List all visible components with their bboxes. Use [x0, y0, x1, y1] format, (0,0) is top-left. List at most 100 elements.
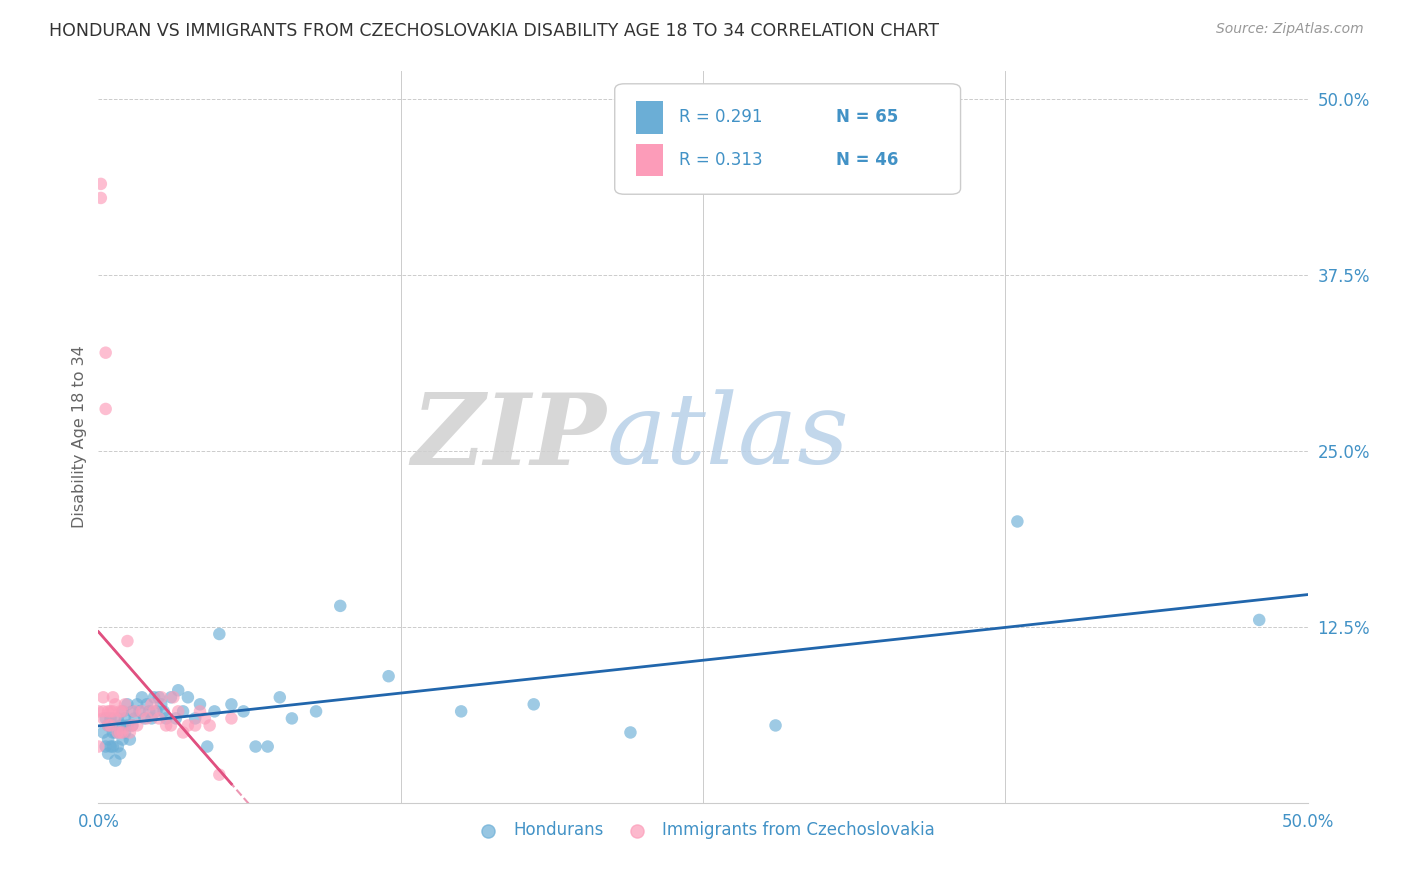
Text: N = 65: N = 65	[837, 109, 898, 127]
Point	[167, 705, 190, 719]
Point	[121, 718, 143, 732]
Text: atlas: atlas	[606, 390, 849, 484]
Point	[101, 705, 124, 719]
Point	[94, 711, 117, 725]
Point	[117, 718, 139, 732]
Point	[221, 698, 243, 712]
Point	[135, 711, 157, 725]
Point	[141, 711, 163, 725]
Point	[150, 690, 173, 705]
Point	[104, 754, 127, 768]
Point	[107, 739, 129, 754]
Point	[97, 732, 120, 747]
Point	[329, 599, 352, 613]
Point	[155, 711, 177, 725]
Point	[111, 705, 134, 719]
Point	[107, 711, 129, 725]
Point	[94, 345, 117, 359]
Point	[450, 705, 472, 719]
Point	[195, 739, 218, 754]
Point	[135, 698, 157, 712]
Point	[134, 711, 156, 725]
Legend: Hondurans, Immigrants from Czechoslovakia: Hondurans, Immigrants from Czechoslovaki…	[465, 814, 941, 846]
Point	[111, 718, 134, 732]
Point	[208, 767, 231, 781]
Point	[104, 725, 127, 739]
Point	[87, 739, 110, 754]
Point	[94, 739, 117, 754]
Text: R = 0.291: R = 0.291	[679, 109, 762, 127]
Point	[101, 690, 124, 705]
Point	[114, 725, 136, 739]
Point	[97, 705, 120, 719]
Point	[91, 690, 114, 705]
Point	[619, 725, 641, 739]
Point	[162, 690, 184, 705]
Point	[97, 747, 120, 761]
Point	[131, 690, 153, 705]
Point	[108, 718, 131, 732]
Point	[184, 718, 207, 732]
Point	[160, 690, 183, 705]
Point	[172, 705, 194, 719]
Point	[91, 725, 114, 739]
Point	[188, 705, 211, 719]
Point	[104, 711, 127, 725]
Text: R = 0.313: R = 0.313	[679, 151, 762, 169]
Y-axis label: Disability Age 18 to 34: Disability Age 18 to 34	[72, 346, 87, 528]
Point	[117, 698, 139, 712]
Point	[281, 711, 304, 725]
Text: ZIP: ZIP	[412, 389, 606, 485]
Point	[121, 718, 143, 732]
Point	[256, 739, 278, 754]
Point	[523, 698, 546, 712]
Point	[131, 705, 153, 719]
Point	[245, 739, 267, 754]
Point	[101, 725, 124, 739]
Point	[167, 683, 190, 698]
FancyBboxPatch shape	[614, 84, 960, 194]
Point	[1249, 613, 1271, 627]
Point	[143, 705, 166, 719]
Point	[108, 747, 131, 761]
Point	[111, 725, 134, 739]
Point	[124, 711, 146, 725]
Point	[765, 718, 787, 732]
Point	[150, 698, 173, 712]
Point	[177, 690, 200, 705]
Point	[145, 705, 167, 719]
Point	[94, 401, 117, 416]
Point	[221, 711, 243, 725]
Point	[111, 705, 134, 719]
Point	[148, 711, 170, 725]
Point	[108, 705, 131, 719]
Point	[91, 705, 114, 719]
Point	[232, 705, 254, 719]
Point	[97, 718, 120, 732]
Point	[124, 705, 146, 719]
Point	[128, 705, 150, 719]
Point	[114, 698, 136, 712]
Point	[305, 705, 328, 719]
Point	[155, 718, 177, 732]
Point	[141, 698, 163, 712]
Point	[127, 718, 149, 732]
Point	[121, 705, 143, 719]
Point	[100, 705, 122, 719]
Point	[107, 725, 129, 739]
Text: HONDURAN VS IMMIGRANTS FROM CZECHOSLOVAKIA DISABILITY AGE 18 TO 34 CORRELATION C: HONDURAN VS IMMIGRANTS FROM CZECHOSLOVAK…	[49, 22, 939, 40]
Point	[97, 718, 120, 732]
Point	[1007, 515, 1029, 529]
Point	[143, 690, 166, 705]
Point	[100, 711, 122, 725]
Point	[114, 711, 136, 725]
Point	[90, 177, 112, 191]
Point	[100, 739, 122, 754]
Point	[172, 725, 194, 739]
Point	[208, 627, 231, 641]
Point	[194, 711, 217, 725]
Point	[100, 718, 122, 732]
Point	[138, 705, 160, 719]
Point	[127, 698, 149, 712]
Point	[90, 191, 112, 205]
